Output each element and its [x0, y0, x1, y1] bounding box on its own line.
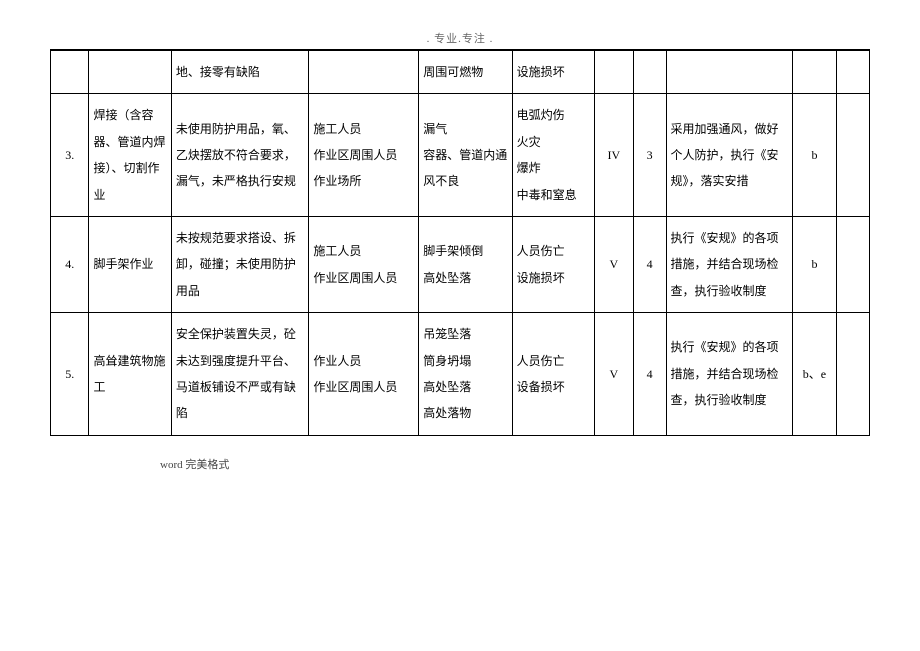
- risk-level: V: [595, 216, 633, 312]
- code: b: [792, 216, 836, 312]
- remark: [836, 313, 869, 436]
- code: b、e: [792, 313, 836, 436]
- remark: [836, 94, 869, 217]
- consequence: 电弧灼伤火灾爆炸中毒和窒息: [512, 94, 594, 217]
- row-number: 5.: [51, 313, 89, 436]
- remark: [836, 51, 869, 94]
- operation-name: 焊接（含容器、管道内焊接）、切割作业: [89, 94, 171, 217]
- page-footer: word 完美格式: [160, 456, 870, 472]
- consequence: 设施损坏: [512, 51, 594, 94]
- consequence: 人员伤亡设备损坏: [512, 313, 594, 436]
- table-row: 4.脚手架作业未按规范要求搭设、拆卸，碰撞；未使用防护用品施工人员作业区周围人员…: [51, 216, 870, 312]
- risk-level: V: [595, 313, 633, 436]
- score: 4: [633, 216, 666, 312]
- failure-mode: 脚手架倾倒高处坠落: [419, 216, 512, 312]
- score: [633, 51, 666, 94]
- safety-table: 地、接零有缺陷周围可燃物设施损坏3.焊接（含容器、管道内焊接）、切割作业未使用防…: [50, 50, 870, 436]
- row-number: 4.: [51, 216, 89, 312]
- risk-level: IV: [595, 94, 633, 217]
- target: 作业人员作业区周围人员: [309, 313, 419, 436]
- risk-factor: 未使用防护用品，氧、乙炔摆放不符合要求，漏气，未严格执行安规: [171, 94, 308, 217]
- target: 施工人员作业区周围人员作业场所: [309, 94, 419, 217]
- operation-name: [89, 51, 171, 94]
- page-header: . 专业.专注 .: [50, 30, 870, 46]
- failure-mode: 漏气容器、管道内通风不良: [419, 94, 512, 217]
- control-measure: 执行《安规》的各项措施，并结合现场检查，执行验收制度: [666, 216, 792, 312]
- risk-factor: 未按规范要求搭设、拆卸，碰撞；未使用防护用品: [171, 216, 308, 312]
- risk-level: [595, 51, 633, 94]
- consequence: 人员伤亡设施损坏: [512, 216, 594, 312]
- control-measure: 采用加强通风，做好个人防护，执行《安规》，落实安措: [666, 94, 792, 217]
- row-number: [51, 51, 89, 94]
- failure-mode: 吊笼坠落筒身坍塌高处坠落高处落物: [419, 313, 512, 436]
- score: 3: [633, 94, 666, 217]
- target: 施工人员作业区周围人员: [309, 216, 419, 312]
- operation-name: 脚手架作业: [89, 216, 171, 312]
- risk-factor: 地、接零有缺陷: [171, 51, 308, 94]
- operation-name: 高耸建筑物施工: [89, 313, 171, 436]
- table-row: 3.焊接（含容器、管道内焊接）、切割作业未使用防护用品，氧、乙炔摆放不符合要求，…: [51, 94, 870, 217]
- control-measure: [666, 51, 792, 94]
- failure-mode: 周围可燃物: [419, 51, 512, 94]
- row-number: 3.: [51, 94, 89, 217]
- risk-factor: 安全保护装置失灵，砼未达到强度提升平台、马道板铺设不严或有缺陷: [171, 313, 308, 436]
- target: [309, 51, 419, 94]
- remark: [836, 216, 869, 312]
- score: 4: [633, 313, 666, 436]
- code: [792, 51, 836, 94]
- control-measure: 执行《安规》的各项措施，并结合现场检查，执行验收制度: [666, 313, 792, 436]
- code: b: [792, 94, 836, 217]
- table-row: 5.高耸建筑物施工安全保护装置失灵，砼未达到强度提升平台、马道板铺设不严或有缺陷…: [51, 313, 870, 436]
- table-row: 地、接零有缺陷 周围可燃物设施损坏: [51, 51, 870, 94]
